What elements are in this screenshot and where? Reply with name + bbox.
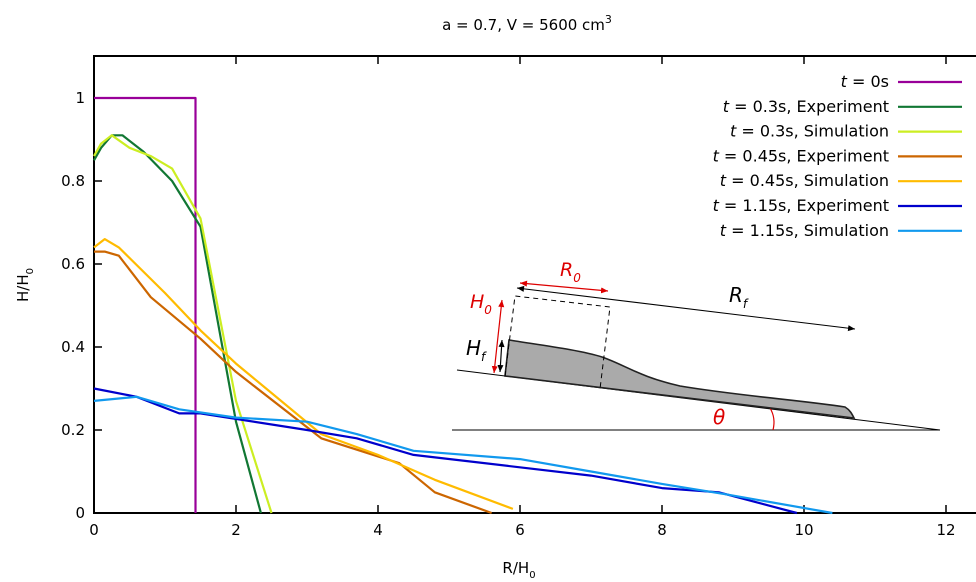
- inset-fluid-profile: [504, 339, 856, 419]
- y-tick-label: 0.6: [61, 255, 85, 273]
- inset-hf-label: Hf: [466, 336, 487, 364]
- legend-label-1: t = 0.3s, Experiment: [723, 97, 889, 116]
- series-line-5: [93, 387, 798, 515]
- y-tick-label: 0.2: [61, 421, 85, 439]
- series-lines: [93, 96, 833, 515]
- series-line-4: [93, 238, 514, 510]
- y-axis: 0 0.2 0.4 0.6 0.8 1: [61, 89, 102, 522]
- y-tick-label: 1: [75, 89, 85, 107]
- series-line-1: [93, 134, 262, 514]
- x-axis-label: R/H0: [502, 559, 535, 581]
- y-tick-label: 0.4: [61, 338, 85, 356]
- inset-h0-arrow: [491, 299, 505, 374]
- legend-label-2: t = 0.3s, Simulation: [730, 122, 889, 141]
- inset-h0-label: H0: [470, 291, 492, 317]
- inset-rf-arrow: [516, 285, 856, 332]
- series-line-3: [94, 250, 492, 515]
- inset-hf-arrow: [497, 339, 505, 373]
- legend-label-4: t = 0.45s, Simulation: [720, 171, 889, 190]
- x-tick-label: 12: [936, 521, 955, 539]
- plot-frame: [93, 55, 976, 514]
- legend-label-5: t = 1.15s, Experiment: [713, 196, 889, 215]
- series-line-6: [93, 395, 833, 515]
- series-line-2: [93, 134, 273, 514]
- legend-label-0: t = 0s: [841, 72, 889, 91]
- inset-theta-label: θ: [713, 405, 725, 429]
- x-axis: 0 2 4 6 8 10 12: [89, 56, 956, 539]
- legend-label-3: t = 0.45s, Experiment: [713, 146, 889, 165]
- legend-label-6: t = 1.15s, Simulation: [720, 221, 889, 240]
- inset-diagram: R0 Rf H0 Hf θ: [452, 259, 941, 431]
- series-line-0: [94, 96, 197, 513]
- y-tick-label: 0.8: [61, 172, 85, 190]
- x-tick-label: 6: [515, 521, 525, 539]
- chart-title: a = 0.7, V = 5600 cm3: [442, 13, 612, 34]
- y-tick-label: 0: [75, 504, 85, 522]
- legend: t = 0s t = 0.3s, Experiment t = 0.3s, Simu…: [713, 72, 962, 240]
- x-tick-label: 8: [657, 521, 667, 539]
- x-tick-label: 10: [794, 521, 813, 539]
- inset-rf-label: Rf: [729, 283, 749, 311]
- inset-angle-arc: [769, 407, 775, 431]
- inset-r0-label: R0: [560, 259, 581, 285]
- x-tick-label: 0: [89, 521, 99, 539]
- x-tick-label: 2: [231, 521, 241, 539]
- y-axis-label: H/H0: [14, 268, 36, 302]
- x-tick-label: 4: [373, 521, 383, 539]
